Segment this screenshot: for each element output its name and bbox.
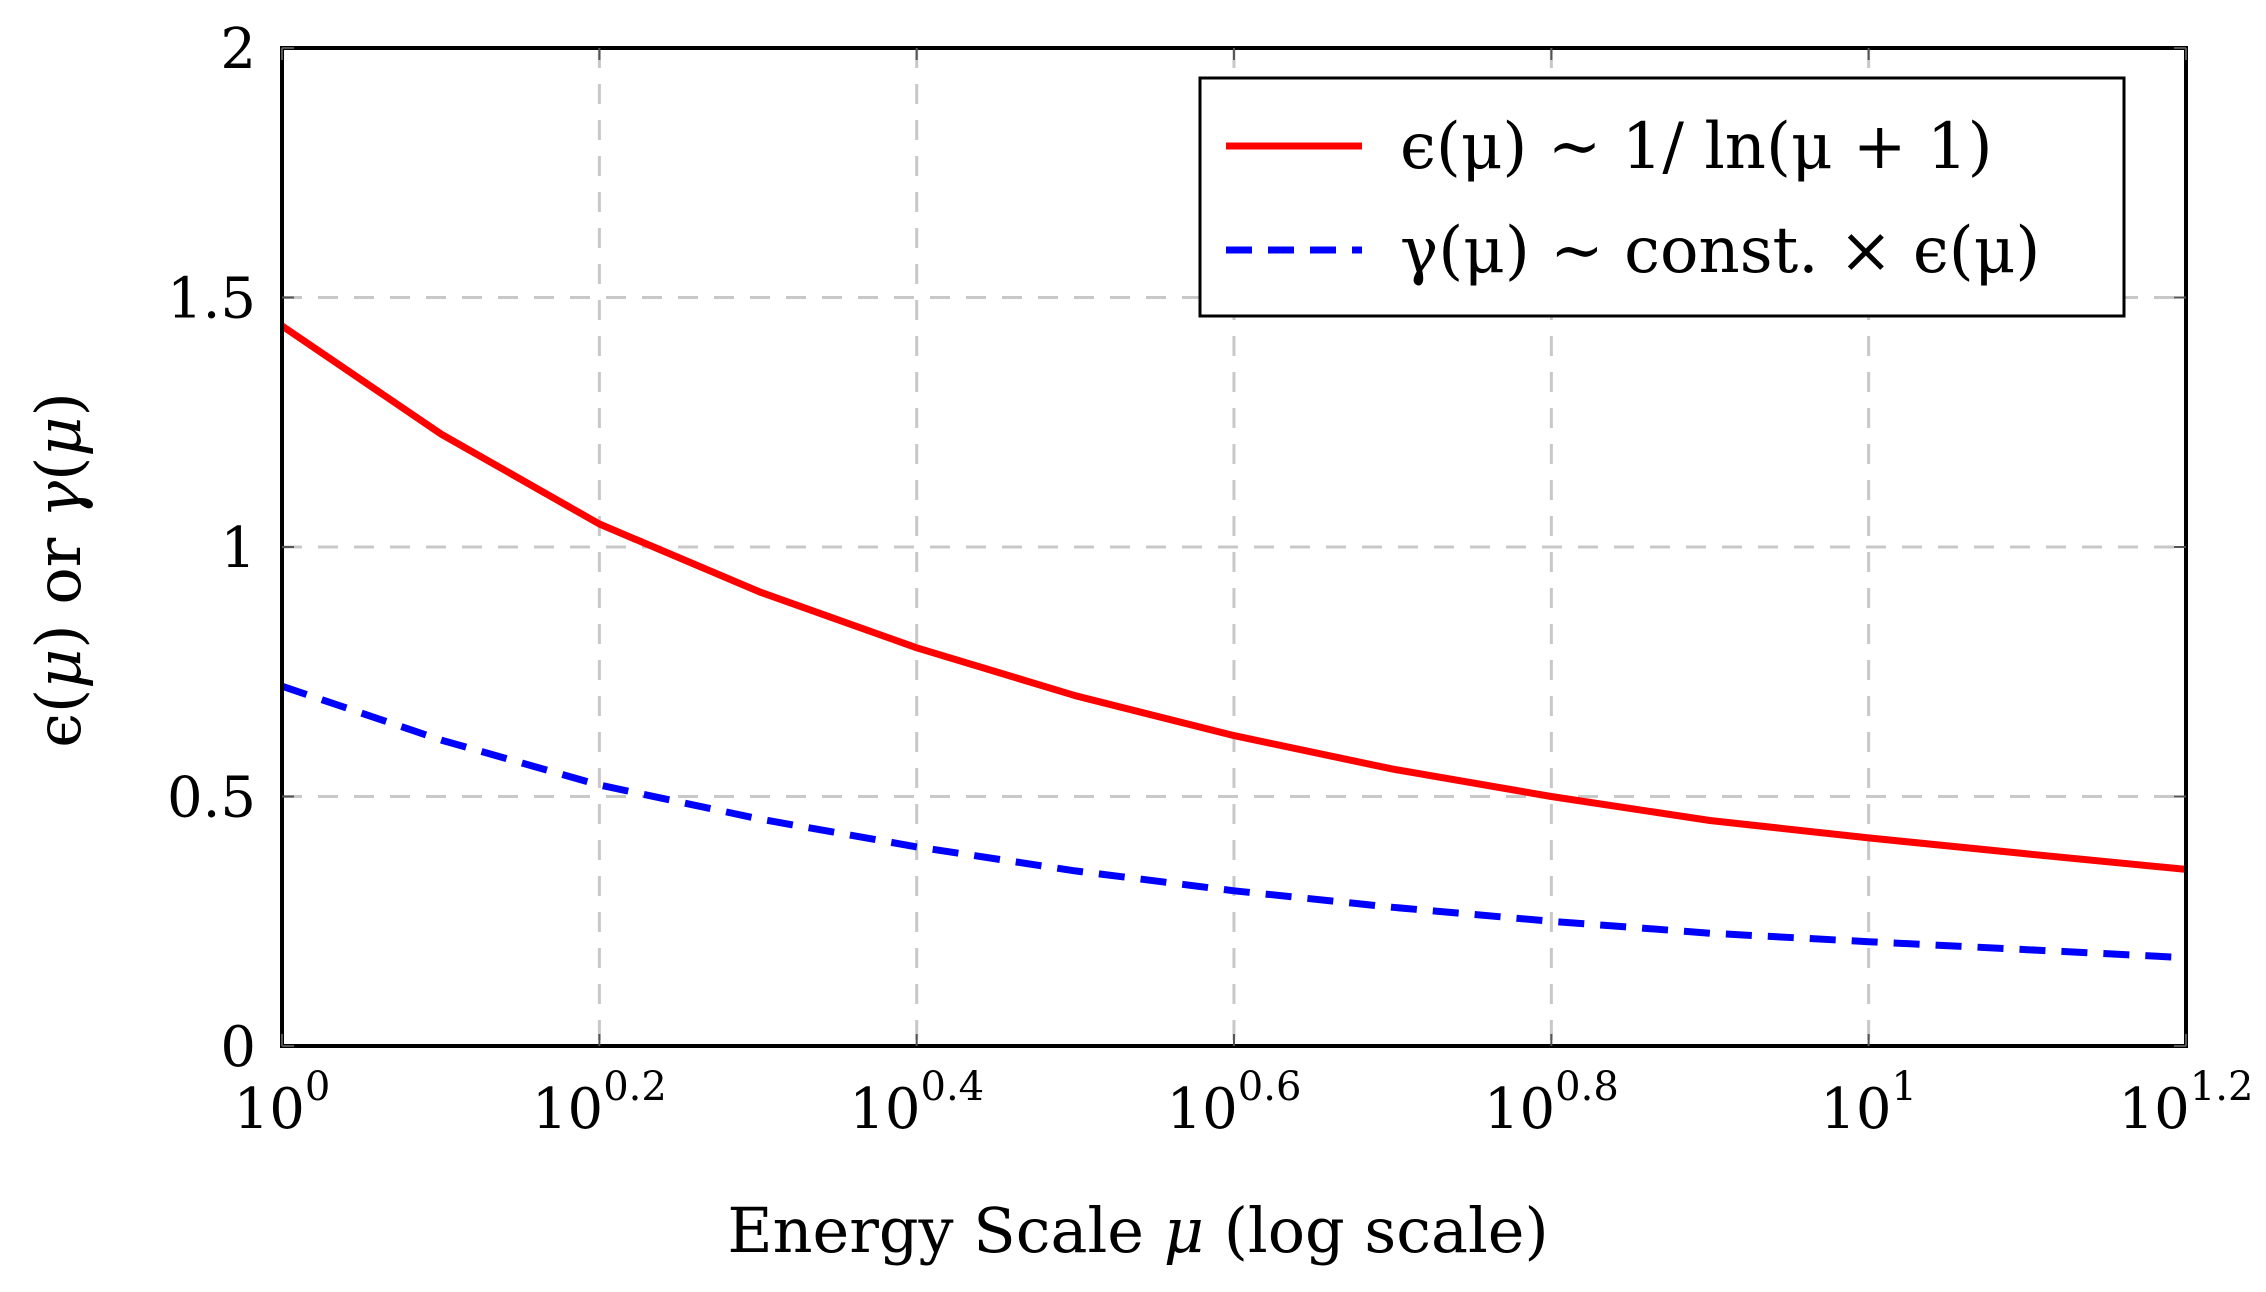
x-axis-label-mu: μ (1164, 1194, 1204, 1267)
y-tick-label: 0.5 (167, 766, 256, 831)
y-tick-label: 0 (220, 1015, 256, 1080)
x-tick-label: 100.8 (1484, 1064, 1619, 1142)
x-tick-base: 10 (532, 1077, 603, 1142)
x-axis-label-part-1: Energy Scale (727, 1194, 1163, 1267)
series-gamma-line (280, 682, 2187, 962)
x-tick-exponent: 0.8 (1555, 1064, 1619, 1110)
y-axis-label-part-4: γ (22, 480, 95, 518)
y-tick-label: 1.5 (167, 267, 256, 332)
legend: ϵ(μ) ∼ 1/ ln(μ + 1) γ(μ) ∼ const. × ϵ(μ) (1198, 76, 2126, 318)
x-tick-label: 100.2 (532, 1064, 667, 1142)
x-tick-labels: 100 100.2 100.4 100.6 100.8 101 101.2 (234, 1064, 2254, 1142)
x-tick-label: 100 (234, 1064, 331, 1142)
x-tick-exponent: 1.2 (2190, 1064, 2254, 1110)
y-tick-labels: 0 0.5 1 1.5 2 (167, 17, 256, 1080)
series-epsilon-line (280, 323, 2187, 873)
x-tick-exponent: 1 (1892, 1064, 1917, 1110)
y-axis-label-part-7: ) (22, 392, 95, 416)
x-tick-label: 101 (1820, 1064, 1917, 1142)
y-axis-label: ϵ(μ) or γ(μ) (22, 392, 95, 748)
x-axis-label: Energy Scale μ (log scale) (727, 1194, 1548, 1267)
x-tick-exponent: 0.6 (1238, 1064, 1302, 1110)
x-tick-exponent: 0.4 (921, 1064, 985, 1110)
series-layer (280, 323, 2187, 962)
x-tick-label: 101.2 (2119, 1064, 2254, 1142)
x-tick-label: 100.4 (849, 1064, 984, 1142)
legend-label-epsilon: ϵ(μ) ∼ 1/ ln(μ + 1) (1400, 110, 1993, 184)
x-tick-base: 10 (234, 1077, 305, 1142)
x-tick-base: 10 (2119, 1077, 2190, 1142)
x-tick-label: 100.6 (1167, 1064, 1302, 1142)
legend-label-gamma: γ(μ) ∼ const. × ϵ(μ) (1400, 214, 2040, 288)
y-axis-label-part-6: μ (22, 416, 95, 456)
x-axis-label-part-3: (log scale) (1204, 1194, 1549, 1267)
x-tick-exponent: 0.2 (603, 1064, 667, 1110)
y-axis-label-part-2: μ (22, 649, 95, 689)
x-tick-base: 10 (1167, 1077, 1238, 1142)
legend-box (1198, 76, 2126, 318)
x-tick-base: 10 (849, 1077, 920, 1142)
y-axis-label-part-5: ( (22, 457, 95, 481)
ticks (281, 47, 2187, 1047)
y-axis-label-part-1: ϵ( (22, 689, 95, 748)
x-tick-base: 10 (1484, 1077, 1555, 1142)
x-tick-exponent: 0 (305, 1064, 330, 1110)
x-tick-base: 10 (1820, 1077, 1891, 1142)
y-axis-label-part-3: ) or (22, 518, 95, 649)
y-tick-label: 2 (220, 17, 256, 82)
y-tick-label: 1 (220, 516, 256, 581)
